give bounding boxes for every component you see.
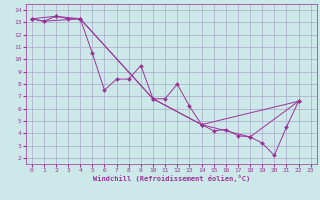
X-axis label: Windchill (Refroidissement éolien,°C): Windchill (Refroidissement éolien,°C) [92,175,250,182]
